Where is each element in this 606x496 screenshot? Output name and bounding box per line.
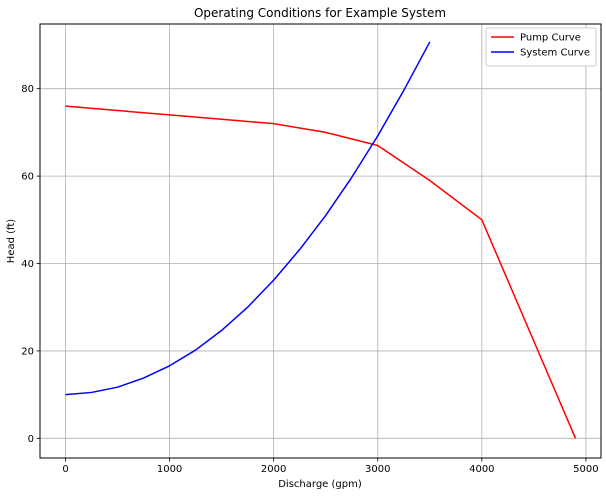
x-tick-label: 4000: [469, 464, 494, 475]
plot-frame: [39, 23, 602, 459]
plot-background: [40, 24, 601, 458]
y-tick-label: 40: [21, 259, 34, 270]
x-axis-ticks: 0 1000 2000 3000 4000 5000: [62, 458, 599, 475]
x-axis-label: Discharge (gpm): [278, 479, 362, 490]
y-axis-ticks: 0 20 40 60 80: [21, 84, 40, 445]
legend-label-pump-curve: Pump Curve: [520, 33, 581, 44]
y-tick-label: 20: [21, 346, 34, 357]
x-tick-label: 0: [62, 464, 68, 475]
x-tick-label: 3000: [365, 464, 390, 475]
chart-title: Operating Conditions for Example System: [194, 6, 446, 20]
pump-curve-line: [65, 105, 577, 439]
x-tick-label: 1000: [157, 464, 182, 475]
x-tick-label: 5000: [573, 464, 598, 475]
grid: [40, 24, 601, 458]
y-tick-label: 80: [21, 84, 34, 95]
x-tick-label: 2000: [261, 464, 286, 475]
y-tick-label: 60: [21, 172, 34, 183]
plot-area: [39, 23, 602, 459]
system-curve-line: [65, 41, 431, 396]
legend-label-system-curve: System Curve: [520, 48, 590, 59]
series-layer: [65, 41, 577, 439]
y-axis-label: Head (ft): [6, 219, 17, 263]
y-tick-label: 0: [28, 434, 34, 445]
legend: Pump Curve System Curve: [485, 27, 597, 67]
